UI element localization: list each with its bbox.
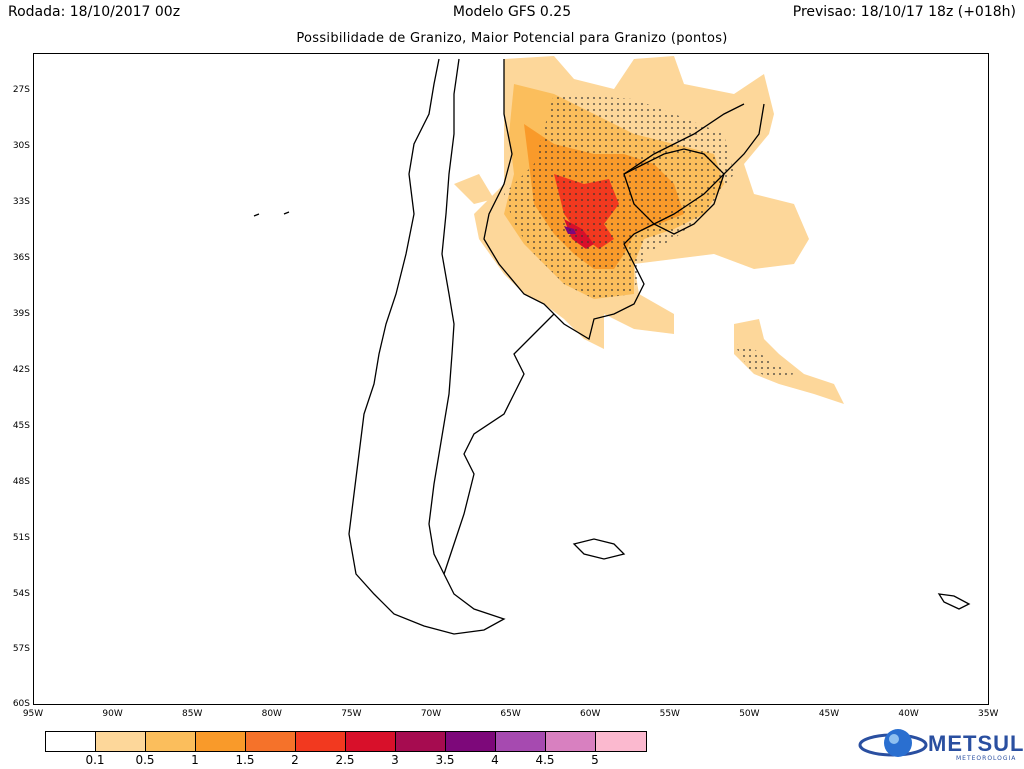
forecast-label: Previsao: 18/10/17 18z (+018h) bbox=[792, 4, 1016, 20]
legend-level-label: 3 bbox=[391, 753, 399, 767]
legend-swatch bbox=[596, 732, 646, 751]
lat-label: 36S bbox=[12, 253, 30, 263]
legend-swatch bbox=[296, 732, 346, 751]
lon-label: 35W bbox=[978, 709, 999, 719]
metsul-logo: METSUL METEOROLOGIA bbox=[858, 725, 1023, 765]
legend-swatch bbox=[96, 732, 146, 751]
legend-swatch bbox=[146, 732, 196, 751]
hail-map bbox=[253, 56, 971, 635]
lon-label: 65W bbox=[500, 709, 521, 719]
logo-sub: METEOROLOGIA bbox=[956, 755, 1017, 762]
lat-label: 30S bbox=[12, 141, 30, 151]
lon-label: 80W bbox=[261, 709, 282, 719]
lat-label: 27S bbox=[12, 85, 30, 95]
lat-label: 48S bbox=[12, 477, 30, 487]
lon-label: 40W bbox=[898, 709, 919, 719]
lat-label: 51S bbox=[12, 533, 30, 543]
legend-level-label: 0.5 bbox=[135, 753, 155, 767]
lon-label: 55W bbox=[659, 709, 680, 719]
legend-level-label: 0.1 bbox=[85, 753, 105, 767]
lat-label: 45S bbox=[12, 421, 30, 431]
hail-dots bbox=[504, 94, 794, 379]
lat-label: 60S bbox=[12, 699, 30, 709]
legend-level-label: 1 bbox=[191, 753, 199, 767]
lon-label: 60W bbox=[580, 709, 601, 719]
lon-label: 70W bbox=[420, 709, 442, 719]
legend-level-label: 5 bbox=[591, 753, 599, 767]
legend-swatch bbox=[46, 732, 96, 751]
lon-label: 95W bbox=[22, 709, 44, 719]
model-label: Modelo GFS 0.25 bbox=[452, 4, 572, 20]
lon-label: 85W bbox=[182, 709, 203, 719]
legend-swatch bbox=[196, 732, 246, 751]
lat-label: 39S bbox=[12, 309, 30, 319]
map-frame bbox=[33, 53, 989, 705]
legend-swatch bbox=[446, 732, 496, 751]
logo-name: METSUL bbox=[928, 731, 1024, 756]
legend-level-label: 1.5 bbox=[235, 753, 255, 767]
legend-level-label: 4 bbox=[491, 753, 499, 767]
legend-swatch bbox=[346, 732, 396, 751]
globe-icon bbox=[858, 729, 928, 757]
lon-label: 75W bbox=[341, 709, 362, 719]
lat-label: 54S bbox=[12, 589, 30, 599]
legend-swatch bbox=[496, 732, 546, 751]
legend-swatch bbox=[396, 732, 446, 751]
lon-label: 45W bbox=[818, 709, 840, 719]
lat-label: 33S bbox=[12, 197, 30, 207]
legend-level-label: 3.5 bbox=[435, 753, 455, 767]
legend-level-label: 2.5 bbox=[335, 753, 355, 767]
legend-swatch bbox=[546, 732, 596, 751]
map-title: Possibilidade de Granizo, Maior Potencia… bbox=[296, 31, 728, 46]
lat-label: 42S bbox=[12, 365, 30, 375]
legend-level-label: 4.5 bbox=[535, 753, 555, 767]
color-legend bbox=[45, 731, 647, 752]
lon-label: 50W bbox=[739, 709, 760, 719]
run-label: Rodada: 18/10/2017 00z bbox=[8, 4, 181, 20]
lat-label: 57S bbox=[12, 644, 30, 654]
lon-label: 90W bbox=[102, 709, 123, 719]
legend-level-label: 2 bbox=[291, 753, 299, 767]
coastlines bbox=[253, 58, 971, 635]
legend-swatch bbox=[246, 732, 296, 751]
